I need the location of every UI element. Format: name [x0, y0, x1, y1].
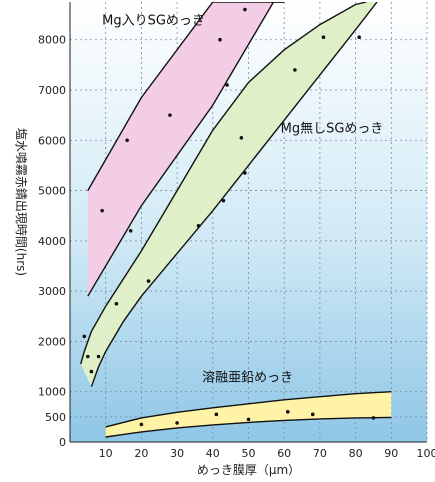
y-tick-label: 7000: [38, 84, 66, 97]
y-tick-label: 0: [59, 436, 66, 449]
x-tick-label: 90: [384, 447, 398, 460]
y-tick-label: 500: [45, 411, 66, 424]
band-mg: [87, 2, 285, 297]
x-tick-label: 70: [313, 447, 327, 460]
band-upper-line-nomg: [80, 2, 367, 365]
series-bands: [80, 2, 392, 438]
x-tick-label: 50: [242, 447, 256, 460]
data-point-mg: [218, 37, 222, 42]
data-points: [82, 7, 376, 427]
data-point-mg: [100, 208, 104, 213]
data-point-nomg: [221, 198, 226, 203]
band-upper-line-zinc: [105, 391, 392, 428]
data-point-mg: [168, 113, 172, 117]
data-point-nomg: [114, 301, 119, 306]
data-point-nomg: [357, 35, 361, 39]
data-point-nomg: [82, 334, 87, 339]
y-tick-label: 8000: [38, 34, 66, 47]
data-point-zinc: [285, 410, 290, 414]
x-axis-label: めっき膜厚（μm）: [197, 463, 300, 477]
x-tick-label: 40: [206, 447, 220, 460]
data-point-mg: [243, 7, 247, 12]
y-tick-label: 5000: [38, 185, 66, 198]
band-zinc: [105, 391, 392, 437]
data-point-nomg: [293, 68, 297, 72]
data-point-zinc: [175, 421, 179, 425]
x-tick-label: 100: [417, 447, 435, 460]
data-point-mg: [128, 229, 133, 233]
y-tick-label: 4000: [38, 235, 66, 248]
data-point-zinc: [310, 412, 315, 417]
data-point-nomg: [89, 369, 94, 374]
data-point-mg: [125, 138, 129, 143]
data-point-nomg: [96, 354, 101, 359]
x-tick-label: 60: [277, 447, 291, 460]
data-point-zinc: [246, 417, 251, 422]
data-point-nomg: [243, 171, 247, 175]
data-point-zinc: [139, 422, 144, 427]
band-lower-line-nomg: [90, 2, 378, 387]
y-tick-label: 2000: [38, 335, 66, 348]
data-point-zinc: [371, 416, 376, 420]
data-point-nomg: [321, 35, 326, 39]
y-tick-label: 3000: [38, 285, 66, 298]
data-point-nomg: [146, 279, 151, 283]
data-point-nomg: [86, 354, 90, 359]
tick-labels: 10 20 30 40 50 60 70 80 90 1000500100020003000400…: [38, 34, 435, 460]
data-point-mg: [225, 83, 229, 87]
data-point-nomg: [239, 135, 244, 140]
x-tick-label: 20: [134, 447, 148, 460]
axes: [69, 2, 427, 443]
x-tick-label: 10: [99, 447, 113, 460]
y-tick-label: 1000: [38, 386, 66, 399]
x-tick-label: 30: [170, 447, 184, 460]
series-label-nomg: Mg無しSGめっき: [281, 122, 384, 137]
y-axis-label: 塩水噴霧赤錆出現時間(hrs): [14, 128, 29, 276]
data-point-zinc: [214, 412, 219, 417]
data-point-nomg: [196, 223, 201, 228]
x-tick-label: 80: [349, 447, 363, 460]
band-lower-line-zinc: [105, 416, 392, 438]
y-tick-label: 6000: [38, 134, 66, 147]
series-label-zinc: 溶融亜鉛めっき: [202, 371, 293, 386]
series-label-mg: Mg入りSGめっき: [102, 14, 205, 29]
band-lower-line-mg: [87, 2, 285, 297]
band-upper-line-mg: [87, 2, 285, 191]
